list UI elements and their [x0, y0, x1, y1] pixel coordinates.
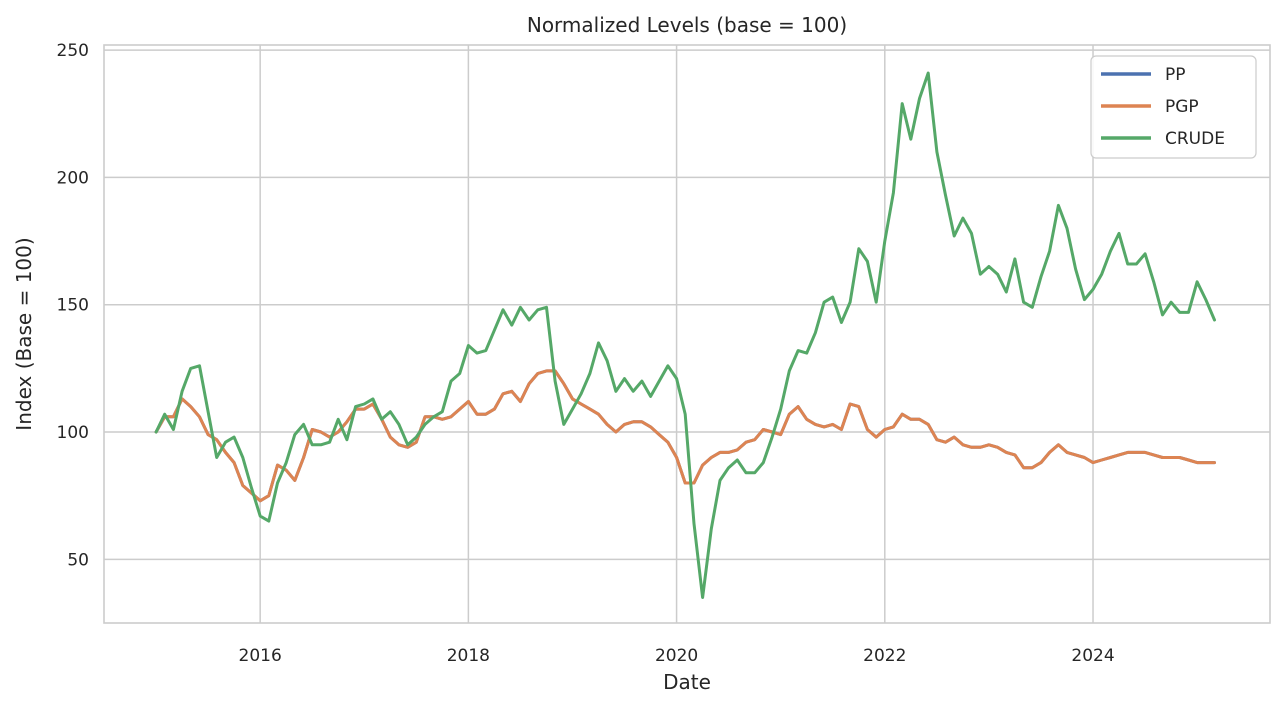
- legend-label-crude: CRUDE: [1165, 129, 1225, 149]
- y-tick-label: 100: [57, 423, 89, 443]
- plot-frame: [103, 44, 1271, 624]
- legend-box: [1090, 55, 1257, 159]
- y-tick-label: 200: [57, 168, 89, 188]
- legend: PP PGP CRUDE: [1090, 55, 1257, 159]
- y-axis-label: Index (Base = 100): [12, 237, 36, 430]
- series-lines: [154, 71, 1216, 599]
- y-tick-label: 250: [57, 41, 89, 61]
- x-tick-label: 2018: [447, 646, 490, 666]
- legend-label-pgp: PGP: [1165, 97, 1199, 117]
- y-tick-label: 50: [67, 550, 89, 570]
- legend-label-pp: PP: [1165, 65, 1186, 85]
- series-line-crude: [154, 71, 1216, 599]
- x-tick-label: 2016: [239, 646, 282, 666]
- x-tick-label: 2024: [1071, 646, 1114, 666]
- x-axis-label: Date: [663, 670, 711, 694]
- chart-title: Normalized Levels (base = 100): [527, 13, 847, 37]
- series-line-pgp: [154, 369, 1216, 503]
- x-tick-label: 2022: [863, 646, 906, 666]
- x-axis-ticks: 2016 2018 2020 2022 2024: [239, 646, 1115, 666]
- y-axis-ticks: 50 100 150 200 250: [57, 41, 89, 570]
- y-tick-label: 150: [57, 296, 89, 316]
- x-tick-label: 2020: [655, 646, 698, 666]
